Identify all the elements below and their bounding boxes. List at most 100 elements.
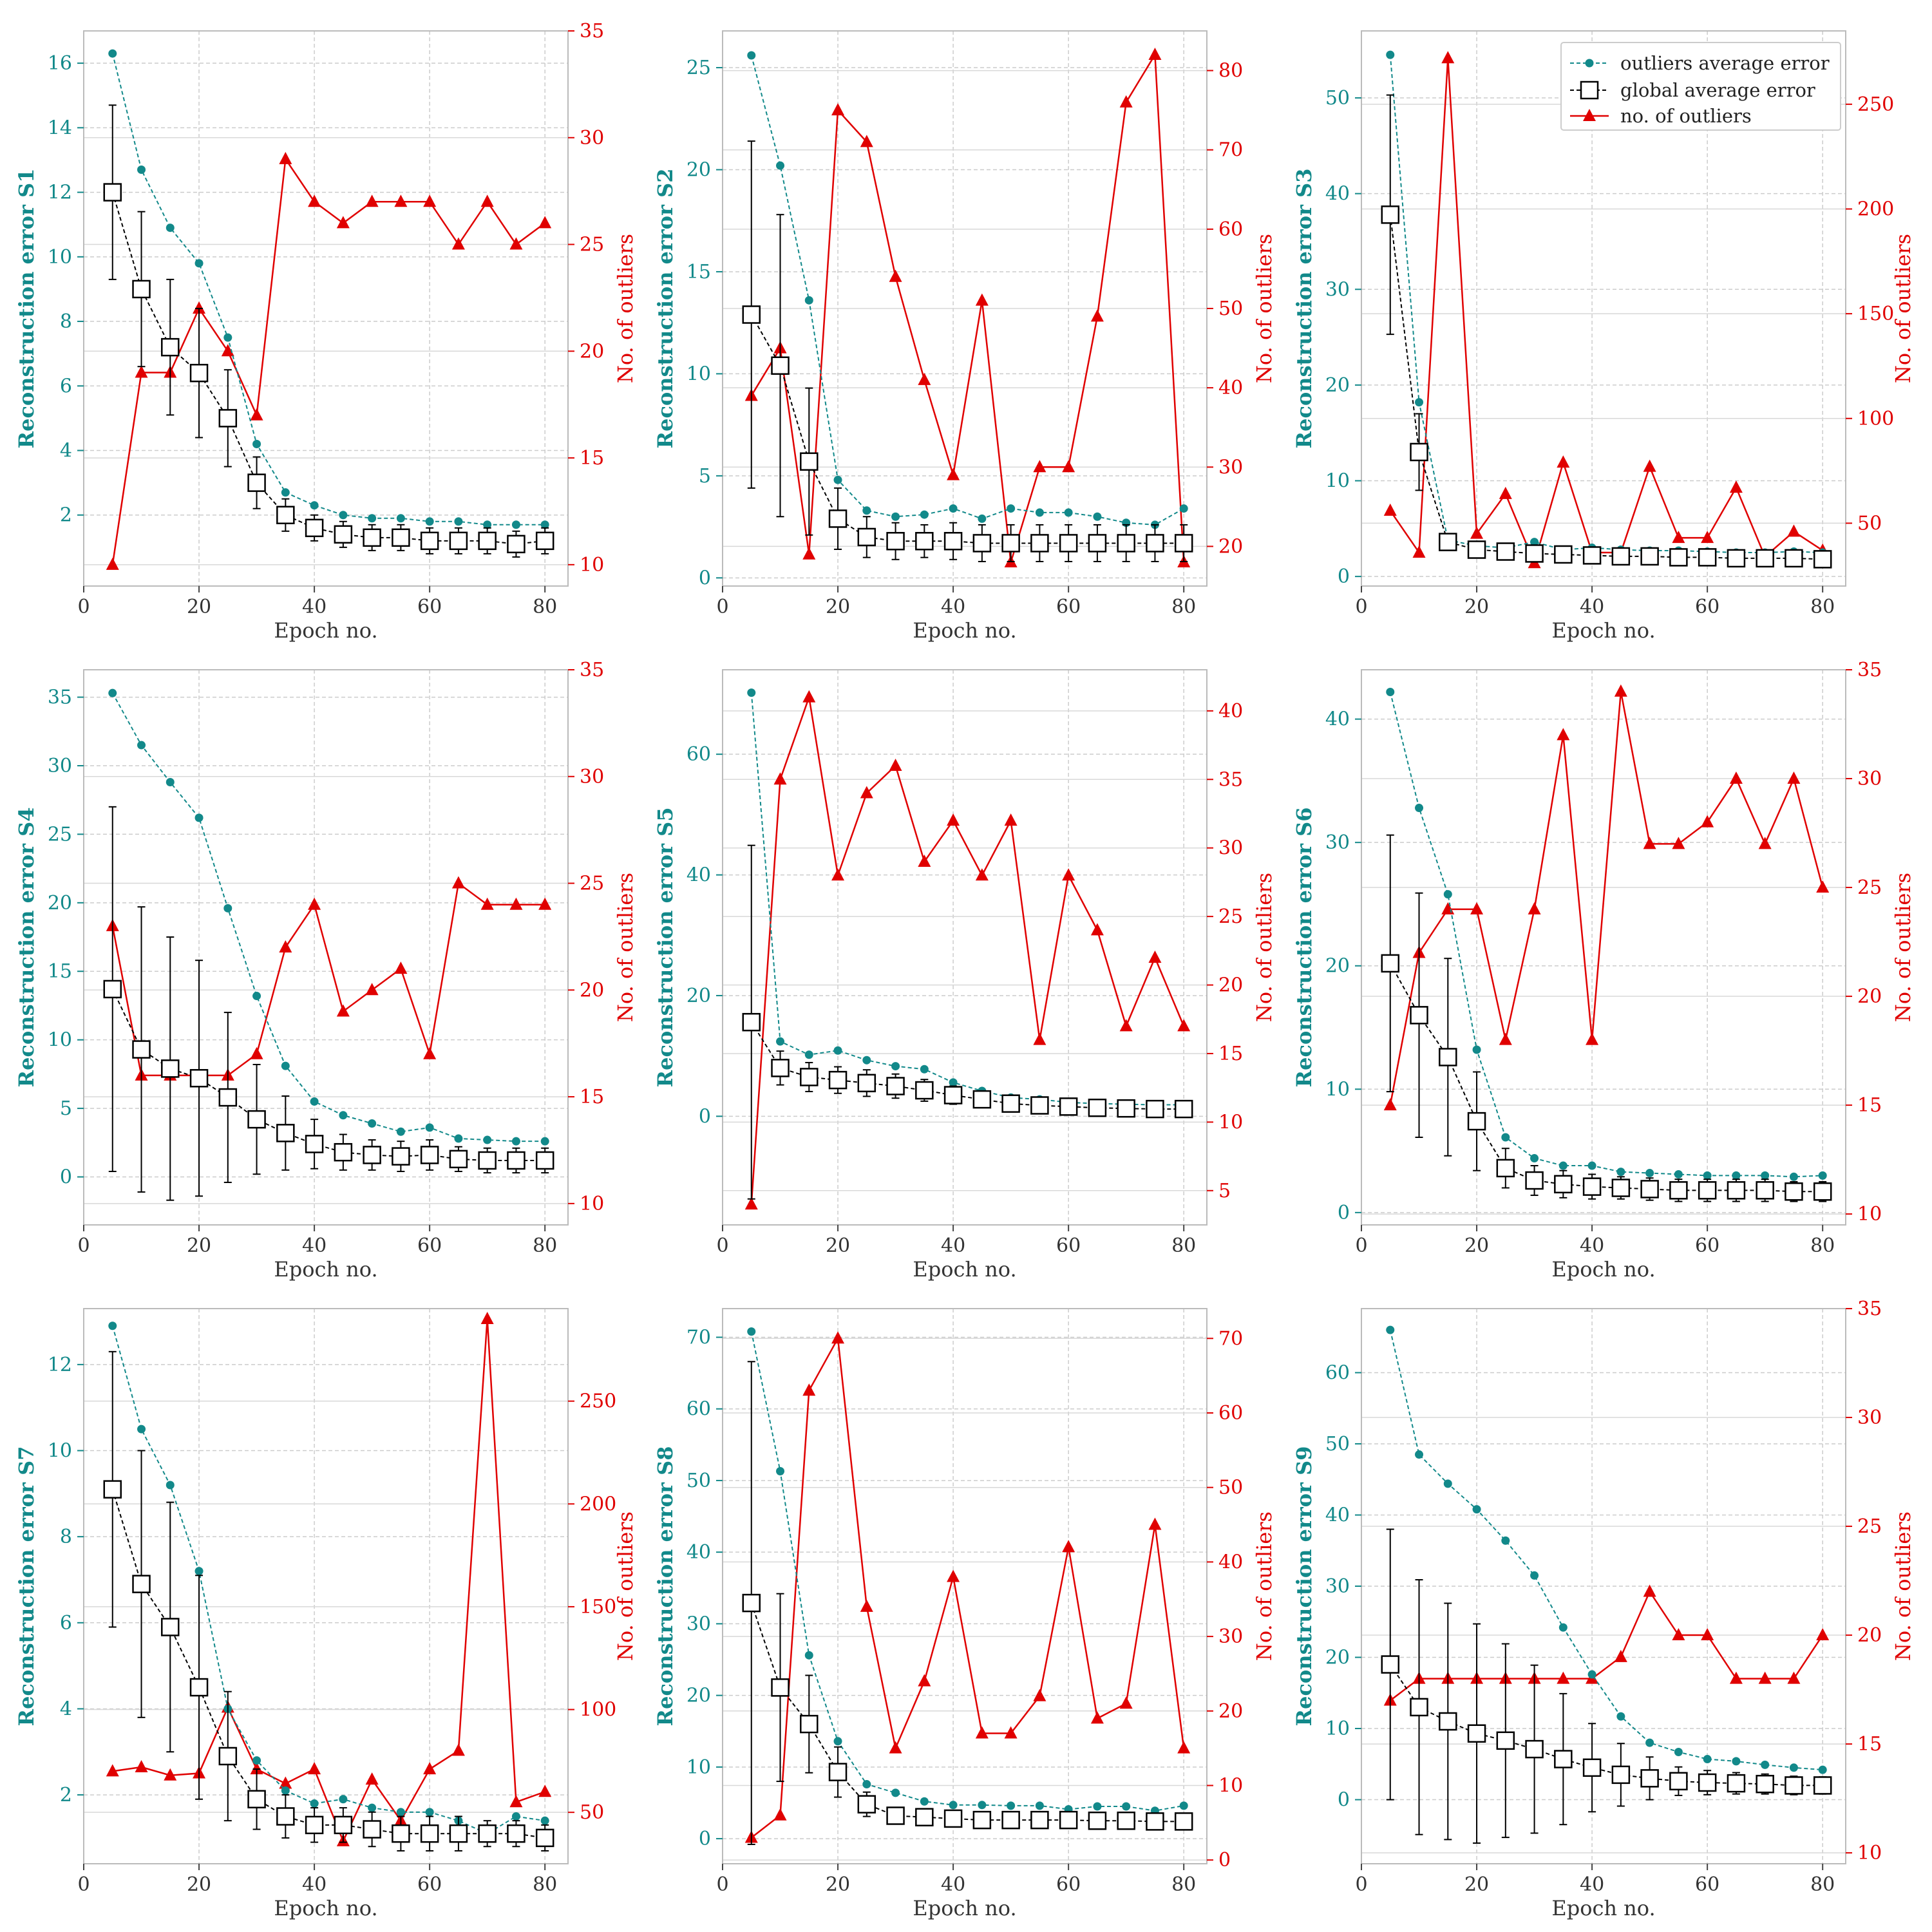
marker-global-average-error [1496, 1159, 1515, 1178]
marker-global-average-error [1467, 540, 1486, 559]
marker-global-average-error [1174, 1099, 1193, 1119]
x-tick-label: 40 [941, 1235, 965, 1257]
marker-outliers-average-error [949, 1801, 958, 1810]
marker-global-average-error [1525, 544, 1544, 563]
plot-area [1361, 670, 1846, 1225]
y2-tick-label: 25 [1857, 876, 1882, 899]
marker-global-average-error [1088, 1812, 1107, 1830]
marker-no-of-outliers [918, 854, 931, 867]
series-line-no-of-outliers [1389, 58, 1823, 565]
marker-global-average-error [1698, 1773, 1717, 1792]
marker-global-average-error [276, 1124, 295, 1142]
marker-global-average-error [1030, 1096, 1049, 1115]
marker-no-of-outliers [1528, 902, 1541, 914]
marker-no-of-outliers [802, 1383, 816, 1396]
y2-axis-label: No. of outliers [613, 873, 638, 1022]
marker-global-average-error [1640, 1769, 1659, 1788]
y2-tick-label: 15 [580, 447, 604, 469]
marker-global-average-error [363, 1820, 381, 1839]
marker-no-of-outliers [802, 690, 816, 703]
marker-outliers-average-error [194, 259, 204, 268]
y-tick-label: 0 [1338, 565, 1350, 588]
marker-no-of-outliers [1090, 923, 1104, 936]
x-tick-label: 60 [417, 1235, 442, 1257]
y-tick-label: 40 [1325, 708, 1350, 731]
y2-tick-label: 20 [1218, 974, 1243, 997]
marker-global-average-error [1146, 1812, 1164, 1831]
y-tick-label: 10 [1325, 1078, 1350, 1101]
marker-global-average-error [1582, 1758, 1602, 1777]
marker-no-of-outliers [1062, 1540, 1075, 1553]
marker-outliers-average-error [1386, 687, 1395, 696]
marker-no-of-outliers [860, 1599, 873, 1612]
y-tick-label: 16 [48, 52, 72, 75]
marker-no-of-outliers [1586, 1032, 1599, 1045]
marker-outliers-average-error [978, 514, 987, 523]
series-line-outliers-average-error [750, 55, 1184, 526]
marker-outliers-average-error [368, 1803, 377, 1812]
marker-outliers-average-error [833, 475, 842, 484]
legend-label-count: no. of outliers [1620, 105, 1752, 127]
marker-outliers-average-error [396, 514, 405, 523]
marker-outliers-average-error [776, 161, 785, 170]
marker-global-average-error [1611, 1765, 1631, 1785]
marker-no-of-outliers [480, 194, 494, 207]
series-line-global-average-error [111, 1489, 545, 1839]
marker-global-average-error [1582, 546, 1602, 565]
marker-global-average-error [1381, 1655, 1400, 1674]
marker-outliers-average-error [1007, 1801, 1016, 1810]
marker-global-average-error [1088, 534, 1107, 553]
series-line-no-of-outliers [750, 697, 1185, 1205]
marker-outliers-average-error [1616, 1712, 1625, 1721]
marker-no-of-outliers [365, 194, 379, 207]
marker-outliers-average-error [1472, 1045, 1481, 1054]
marker-outliers-average-error [425, 1808, 434, 1817]
y-tick-label: 8 [60, 310, 72, 333]
y-tick-label: 12 [48, 182, 72, 204]
y2-axis-label: No. of outliers [1891, 234, 1915, 383]
marker-outliers-average-error [281, 488, 290, 497]
marker-no-of-outliers [1729, 480, 1743, 493]
marker-global-average-error [1174, 1812, 1193, 1831]
marker-global-average-error [1467, 1724, 1486, 1743]
marker-outliers-average-error [776, 1037, 785, 1046]
marker-outliers-average-error [747, 688, 756, 697]
marker-no-of-outliers [250, 1762, 263, 1775]
x-tick-label: 0 [1355, 1873, 1367, 1896]
y-tick-label: 2 [60, 1784, 72, 1806]
marker-global-average-error [132, 1575, 151, 1593]
marker-global-average-error [305, 1135, 324, 1153]
y-tick-label: 10 [48, 246, 72, 269]
marker-no-of-outliers [975, 868, 989, 881]
y2-tick-label: 100 [1857, 408, 1894, 430]
marker-global-average-error [507, 1151, 526, 1170]
x-tick-label: 20 [187, 1873, 211, 1896]
marker-outliers-average-error [425, 517, 434, 526]
y-tick-label: 0 [1338, 1202, 1350, 1224]
marker-global-average-error [1496, 1731, 1515, 1750]
marker-outliers-average-error [1587, 1670, 1596, 1679]
marker-global-average-error [1525, 1739, 1544, 1759]
marker-no-of-outliers [831, 103, 845, 116]
marker-global-average-error [828, 509, 848, 528]
marker-global-average-error [247, 1110, 266, 1129]
y-tick-label: 10 [48, 1440, 72, 1463]
y2-tick-label: 30 [1218, 837, 1243, 860]
series-line-outliers-average-error [750, 1331, 1184, 1812]
marker-global-average-error [915, 532, 934, 551]
y2-tick-label: 15 [1218, 1043, 1243, 1065]
marker-global-average-error [478, 1824, 497, 1843]
x-tick-label: 80 [1810, 1235, 1835, 1257]
y-tick-label: 60 [687, 1398, 711, 1421]
y-tick-label: 30 [1325, 831, 1350, 854]
marker-no-of-outliers [1701, 815, 1714, 828]
marker-global-average-error [1410, 1698, 1428, 1717]
marker-global-average-error [1756, 549, 1774, 568]
marker-global-average-error [972, 1810, 992, 1830]
series-line-no-of-outliers [111, 882, 545, 1077]
y-tick-label: 60 [1325, 1361, 1350, 1384]
y-tick-label: 15 [687, 261, 711, 283]
marker-outliers-average-error [804, 1050, 813, 1059]
marker-global-average-error [800, 1068, 819, 1086]
